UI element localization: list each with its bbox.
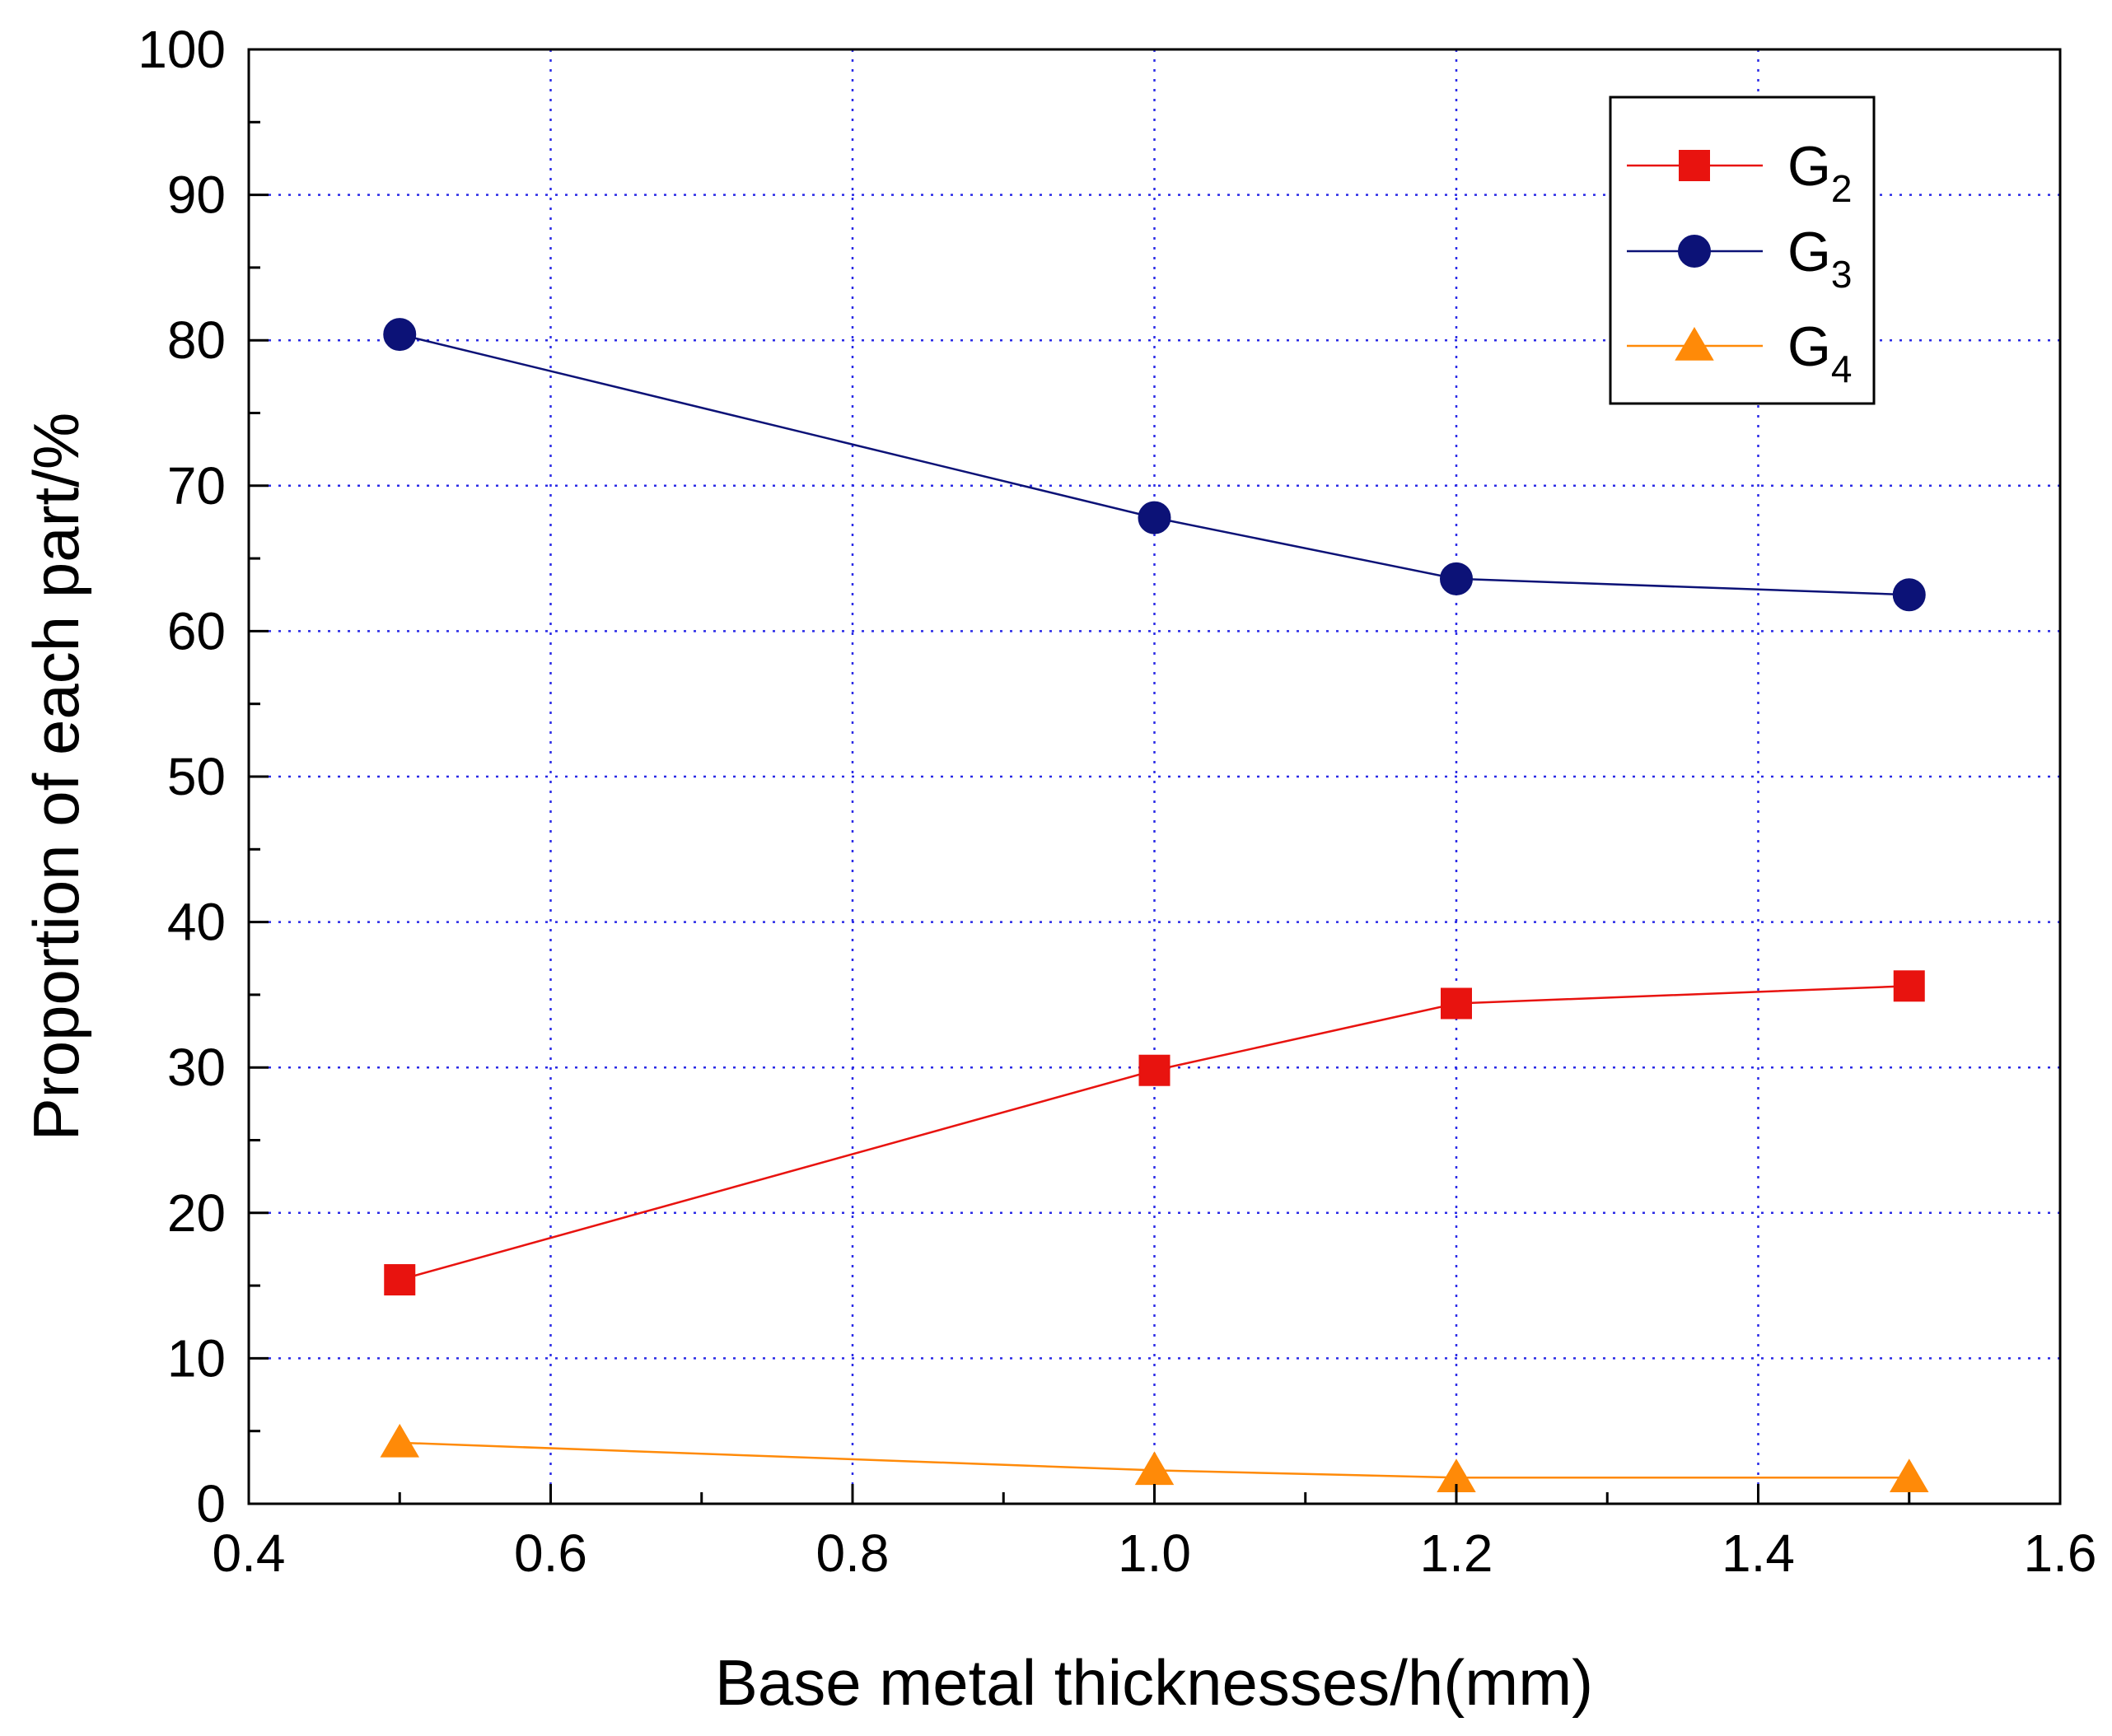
data-point-G3 — [1138, 501, 1171, 534]
x-tick-label: 1.2 — [1420, 1524, 1493, 1583]
x-tick-label: 0.6 — [514, 1524, 587, 1583]
series-G3 — [383, 318, 1926, 612]
y-tick-label: 80 — [167, 310, 226, 370]
x-tick-label: 0.8 — [816, 1524, 890, 1583]
series-line-G3 — [399, 333, 1909, 596]
axis-ticks — [247, 48, 2062, 1505]
y-tick-label: 0 — [196, 1474, 226, 1533]
y-tick-label: 20 — [167, 1183, 226, 1243]
x-axis-title: Base metal thicknesses/h(mm) — [715, 1646, 1593, 1719]
x-tick-label: 1.6 — [2024, 1524, 2097, 1583]
x-tick-label: 1.0 — [1118, 1524, 1191, 1583]
data-point-G3 — [1440, 562, 1473, 595]
data-point-G4 — [1890, 1458, 1929, 1493]
data-point-G2 — [384, 1264, 416, 1296]
y-tick-label: 40 — [167, 893, 226, 952]
data-point-G4 — [380, 1423, 419, 1458]
legend-label-subscript: 3 — [1831, 253, 1853, 296]
x-tick-label: 1.4 — [1722, 1524, 1795, 1583]
legend-marker-G4 — [1675, 327, 1714, 361]
legend-label-G2: G2 — [1787, 135, 1853, 210]
legend-marker-G3 — [1678, 235, 1711, 268]
series-line-G4 — [400, 1441, 1909, 1479]
y-tick-label: 10 — [167, 1328, 226, 1388]
y-axis-title: Proportion of each part/% — [20, 413, 92, 1141]
y-tick-label: 90 — [167, 166, 226, 225]
y-tick-label: 60 — [167, 601, 226, 660]
legend-item-G2: G2 — [1627, 135, 1853, 210]
series-line-G2 — [399, 985, 1909, 1281]
data-point-G2 — [1138, 1054, 1170, 1086]
y-tick-label: 30 — [167, 1038, 226, 1097]
data-point-G3 — [1892, 578, 1926, 612]
legend-label-subscript: 4 — [1831, 348, 1853, 390]
data-point-G2 — [1893, 970, 1925, 1002]
axis-tick-labels: 0.4 0.6 0.8 1.0 1.2 1.4 1.6 0 10 20 30 40 50 60 70 80 90… — [138, 20, 2096, 1583]
data-point-G3 — [383, 318, 417, 352]
data-point-G4 — [1134, 1451, 1175, 1486]
y-tick-label: 70 — [167, 456, 226, 516]
data-point-G2 — [1441, 987, 1472, 1020]
y-tick-label: 100 — [138, 20, 226, 79]
legend-marker-G2 — [1679, 150, 1710, 181]
x-tick-label: 0.4 — [213, 1524, 286, 1583]
y-tick-label: 50 — [167, 747, 226, 806]
legend-label-subscript: 2 — [1831, 167, 1853, 210]
series-G2 — [384, 970, 1925, 1296]
